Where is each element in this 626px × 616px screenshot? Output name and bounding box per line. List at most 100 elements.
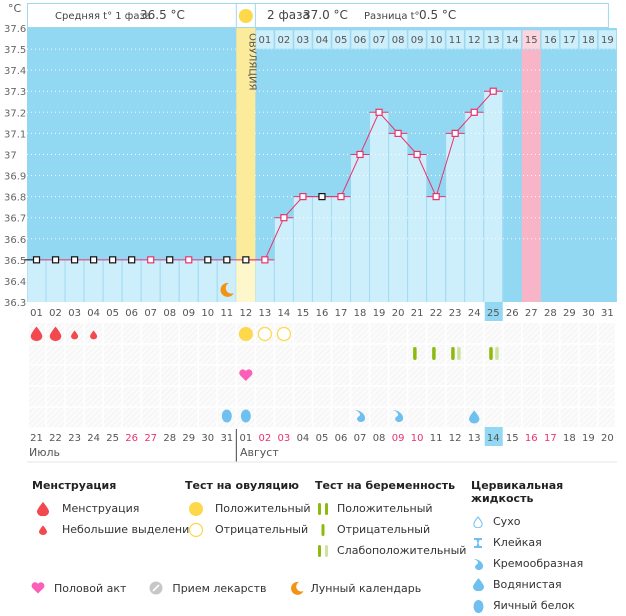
calendar-date-label: 03 [278, 433, 291, 444]
ovulation-test-negative-icon [257, 326, 272, 342]
cycle-day-label: 15 [297, 308, 310, 319]
temp-bar [351, 154, 370, 302]
dry-drop-icon [471, 515, 485, 528]
temperature-point [109, 256, 117, 264]
cycle-day-label: 31 [601, 308, 614, 319]
temp-bar [427, 196, 446, 302]
post-ov-day-cell [560, 29, 579, 50]
post-ov-day-label: 18 [582, 35, 595, 46]
temperature-point [394, 129, 402, 137]
temp-bar [312, 196, 331, 302]
post-ov-day-cell [483, 29, 503, 50]
post-ov-day-label: 14 [506, 35, 519, 46]
pill-icon [148, 581, 164, 595]
ovulation-sun-icon [238, 9, 253, 23]
legend-medication-label: Прием лекарств [172, 581, 267, 595]
temperature-point [223, 256, 231, 264]
post-ov-day-label: 08 [392, 35, 405, 46]
y-tick-label: 37.1 [4, 129, 26, 140]
calendar-date-label: 26 [125, 433, 138, 444]
temp-bar [389, 133, 408, 302]
legend-item: Положительный [315, 498, 466, 519]
post-ov-day-label: 13 [487, 35, 500, 46]
calendar-date-label: 01 [239, 433, 252, 444]
post-ov-day-cell [255, 29, 275, 50]
cycle-day-label: 05 [106, 308, 119, 319]
cycle-day-label: 07 [144, 308, 157, 319]
post-ov-day-label: 12 [468, 35, 481, 46]
cycle-day-label: 24 [468, 308, 481, 319]
post-ov-day-cell [426, 29, 446, 50]
post-ov-day-cell [369, 29, 389, 50]
cycle-day-label: 22 [430, 308, 443, 319]
calendar-date-label: 10 [411, 433, 424, 444]
post-ov-day-label: 11 [449, 35, 462, 46]
y-tick-label: 36.5 [4, 256, 26, 267]
legend-lunar-label: Лунный календарь [310, 581, 422, 595]
moon-icon [220, 282, 234, 297]
legend-item: Клейкая [471, 532, 626, 553]
post-ov-day-cell [312, 29, 332, 50]
calendar-date-label: 30 [201, 433, 214, 444]
temperature-point [375, 108, 383, 116]
period-light-icon [90, 330, 98, 340]
post-ov-day-cell [445, 29, 465, 50]
fluid-creamy-icon [355, 410, 366, 423]
post-ov-day-cell [521, 29, 541, 50]
pregnancy-test-negative-icon [413, 347, 417, 360]
calendar-date-label: 13 [468, 433, 481, 444]
today-highlight [484, 427, 503, 446]
post-ov-day-label: 19 [601, 35, 614, 46]
watery-drop-icon [471, 578, 485, 591]
cycle-day-label: 30 [582, 308, 595, 319]
legend-item: Положительный [185, 498, 311, 519]
cycle-day-label: 26 [506, 308, 519, 319]
temp-bar [293, 196, 312, 302]
calendar-date-label: 16 [525, 433, 538, 444]
ovulation-test-positive-icon [238, 327, 253, 341]
fluid-watery-icon [468, 410, 480, 424]
post-ov-day-label: 09 [411, 35, 424, 46]
sticky-icon [471, 537, 485, 549]
current-day-highlight [484, 302, 503, 321]
period-heavy-icon [30, 326, 43, 342]
y-tick-label: 36.3 [4, 298, 26, 309]
post-ov-day-label: 04 [316, 35, 329, 46]
calendar-date-label: 21 [30, 433, 43, 444]
cycle-day-label: 17 [335, 308, 348, 319]
y-tick-label: 36.4 [4, 277, 26, 288]
heart-icon [30, 582, 46, 594]
pregnancy-test-faint-line [495, 347, 499, 360]
post-ov-day-cell [579, 29, 598, 50]
post-ov-day-label: 01 [259, 35, 272, 46]
legend-title: Тест на овуляцию [185, 479, 299, 492]
legend-item: Кремообразная [471, 553, 626, 574]
legend-title: Тест на беременность [315, 479, 456, 492]
temperature-point [70, 256, 79, 264]
phase2-label: 2 фаза [267, 8, 310, 22]
fluid-egg-white-icon [240, 409, 251, 423]
cycle-day-label: 27 [525, 308, 538, 319]
temp-bar [179, 259, 198, 302]
cycle-day-label: 02 [49, 308, 62, 319]
temperature-point [51, 256, 60, 264]
cycle-day-label: 13 [259, 308, 272, 319]
temperature-point [318, 193, 326, 201]
legend-ovulation-test: Тест на овуляцию Положительный Отрицател… [185, 479, 311, 540]
temp-bar [255, 259, 274, 302]
y-tick-label: 37.5 [4, 45, 26, 56]
legend-title: Цервикальная жидкость [471, 479, 564, 505]
temperature-point [185, 256, 193, 264]
temp-bar [65, 259, 84, 302]
faint-line-icon [315, 544, 331, 558]
temperature-point [451, 129, 459, 137]
temp-bar [370, 112, 389, 302]
calendar-date-label: 14 [487, 433, 500, 444]
calendar-date-label: 25 [106, 433, 119, 444]
ovulation-column-lower [236, 259, 256, 302]
fluid-egg-white-icon [221, 409, 232, 423]
calendar-date-label: 09 [392, 433, 405, 444]
cycle-day-label: 01 [30, 308, 43, 319]
header-box [27, 3, 609, 28]
calendar-date-label: 07 [354, 433, 367, 444]
